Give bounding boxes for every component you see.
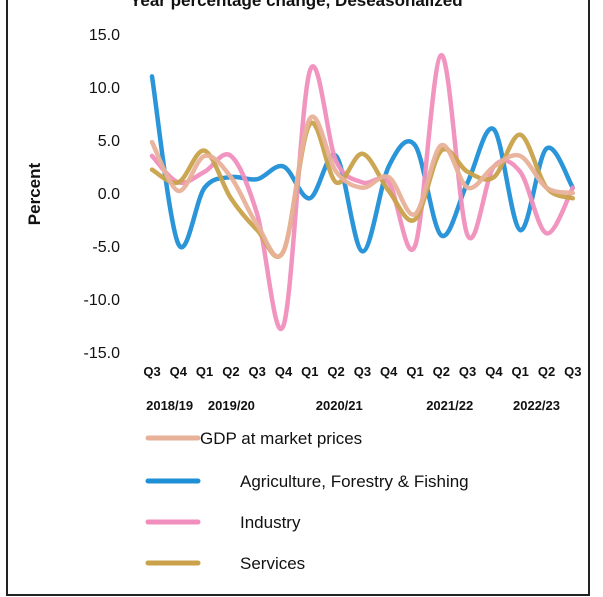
x-tick-label: Q2 — [433, 364, 450, 379]
x-tick-label: Q2 — [327, 364, 344, 379]
series-line — [149, 52, 576, 332]
legend: GDP at market prices Agriculture, Forestr… — [145, 429, 469, 573]
x-tick-label: Q3 — [354, 364, 371, 379]
x-tick-label: Q2 — [538, 364, 555, 379]
series-line — [149, 114, 576, 259]
x-year-label: 2018/19 — [146, 398, 193, 413]
x-tick-label: Q4 — [485, 364, 503, 379]
x-tick-label: Q2 — [222, 364, 239, 379]
x-axis-year-labels: 2018/19 2019/20 2020/21 2021/22 2022/23 — [146, 398, 560, 413]
x-tick-label: Q1 — [512, 364, 529, 379]
y-axis-ticks: 15.0 10.0 5.0 0.0 -5.0 -10.0 -15.0 — [84, 27, 121, 362]
series-lines — [149, 52, 576, 332]
series-line — [149, 120, 576, 259]
x-tick-label: Q1 — [196, 364, 213, 379]
y-tick-label: 15.0 — [89, 27, 120, 44]
x-year-label: 2020/21 — [316, 398, 363, 413]
y-tick-label: -5.0 — [92, 239, 120, 256]
x-tick-label: Q4 — [275, 364, 293, 379]
x-tick-label: Q3 — [249, 364, 266, 379]
legend-label: Services — [240, 554, 305, 573]
x-axis-ticks: Q3 Q4 Q1 Q2 Q3 Q4 Q1 Q2 Q3 Q4 Q1 Q2 Q3 Q4 Q1 Q2 Q3 — [143, 364, 581, 379]
x-year-label: 2022/23 — [513, 398, 560, 413]
x-tick-label: Q1 — [301, 364, 318, 379]
series-line — [149, 74, 576, 254]
x-year-label: 2021/22 — [426, 398, 473, 413]
x-year-label: 2019/20 — [208, 398, 255, 413]
x-tick-label: Q4 — [380, 364, 398, 379]
legend-label: Agriculture, Forestry & Fishing — [240, 472, 469, 491]
legend-label: Industry — [240, 513, 301, 532]
x-tick-label: Q3 — [459, 364, 476, 379]
x-tick-label: Q3 — [564, 364, 581, 379]
y-tick-label: 5.0 — [98, 133, 120, 150]
chart-frame — [6, 0, 590, 596]
y-tick-label: 10.0 — [89, 80, 120, 97]
y-tick-label: 0.0 — [98, 186, 120, 203]
chart-title: Year percentage change, Deseasonalized — [130, 0, 463, 10]
y-axis-label: Percent — [25, 162, 44, 225]
x-tick-label: Q3 — [143, 364, 160, 379]
x-tick-label: Q4 — [170, 364, 188, 379]
y-tick-label: -15.0 — [84, 345, 121, 362]
legend-label: GDP at market prices — [200, 429, 362, 448]
x-tick-label: Q1 — [406, 364, 423, 379]
y-tick-label: -10.0 — [84, 292, 121, 309]
